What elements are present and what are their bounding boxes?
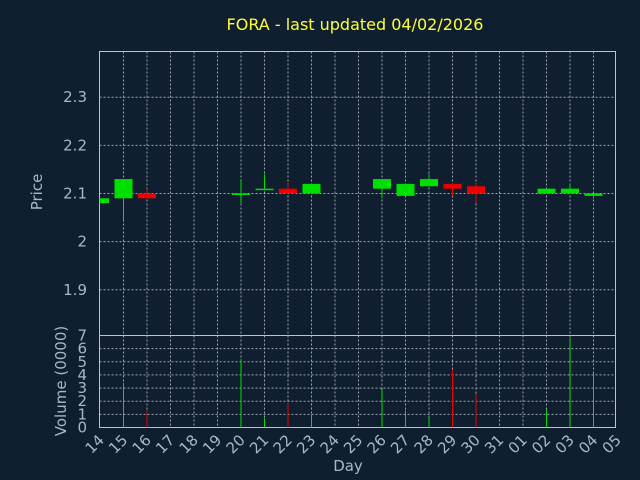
volume-tick-label: 6 bbox=[77, 340, 87, 358]
x-tick-label: 18 bbox=[176, 431, 202, 457]
candle-body bbox=[443, 183, 462, 189]
candle-body bbox=[373, 179, 391, 189]
volume-tick-label: 5 bbox=[77, 353, 87, 371]
price-tick-label: 1.9 bbox=[63, 281, 87, 299]
volume-tick-label: 2 bbox=[77, 392, 87, 410]
x-tick-label: 17 bbox=[152, 431, 178, 457]
x-axis-label: Day bbox=[333, 457, 363, 475]
x-tick-label: 31 bbox=[481, 431, 507, 457]
volume-tick-label: 3 bbox=[77, 379, 87, 397]
price-tick-label: 2.3 bbox=[63, 88, 87, 106]
candlestick-series bbox=[99, 174, 603, 220]
candle-body bbox=[584, 193, 603, 196]
volume-tick-label: 4 bbox=[77, 366, 87, 384]
volume-tick-label: 0 bbox=[77, 419, 87, 437]
x-tick-label: 26 bbox=[364, 431, 390, 457]
candle-body bbox=[561, 188, 579, 194]
x-tick-label: 04 bbox=[575, 431, 601, 457]
x-tick-label: 23 bbox=[293, 431, 319, 457]
x-tick-label: 28 bbox=[411, 431, 437, 457]
x-tick-label: 15 bbox=[105, 431, 131, 457]
volume-tick-label: 7 bbox=[77, 327, 87, 345]
x-tick-label: 27 bbox=[387, 431, 413, 457]
candle-body bbox=[396, 183, 415, 196]
x-tick-label: 22 bbox=[270, 431, 296, 457]
volume-series bbox=[123, 338, 594, 428]
volume-panel-frame bbox=[99, 335, 616, 428]
price-tick-label: 2.1 bbox=[63, 185, 87, 203]
volume-axis-label: Volume (0000) bbox=[52, 326, 70, 436]
x-tick-label: 16 bbox=[129, 431, 155, 457]
x-tick-label: 24 bbox=[317, 431, 343, 457]
candle-body bbox=[114, 179, 133, 199]
x-tick-label: 30 bbox=[458, 431, 484, 457]
x-tick-label: 05 bbox=[599, 431, 625, 457]
x-tick-label: 29 bbox=[434, 431, 460, 457]
x-tick-label: 02 bbox=[528, 431, 554, 457]
candle-body bbox=[302, 183, 321, 194]
candle-body bbox=[537, 188, 556, 194]
x-tick-label: 19 bbox=[199, 431, 225, 457]
x-tick-label: 03 bbox=[552, 431, 578, 457]
candle-body bbox=[420, 179, 438, 187]
x-tick-label: 01 bbox=[505, 431, 531, 457]
x-axis-ticks: 1415161718192021222324252627282930310102… bbox=[82, 431, 625, 457]
price-tick-label: 2 bbox=[77, 233, 87, 251]
candle-body bbox=[279, 188, 297, 194]
volume-tick-label: 1 bbox=[77, 405, 87, 423]
x-tick-label: 21 bbox=[246, 431, 272, 457]
chart-title: FORA - last updated 04/02/2026 bbox=[227, 15, 484, 34]
x-tick-label: 25 bbox=[340, 431, 366, 457]
candle-body bbox=[232, 193, 250, 195]
candle-body bbox=[467, 186, 485, 194]
volume-gridlines bbox=[99, 335, 616, 428]
candle-body bbox=[100, 198, 109, 204]
price-axis-ticks: 1.9 2 2.1 2.2 2.3 bbox=[63, 88, 87, 299]
price-axis-label: Price bbox=[28, 174, 46, 211]
candle-body bbox=[138, 193, 156, 199]
x-tick-label: 20 bbox=[223, 431, 249, 457]
price-tick-label: 2.2 bbox=[63, 136, 87, 154]
candle-body bbox=[255, 188, 274, 191]
